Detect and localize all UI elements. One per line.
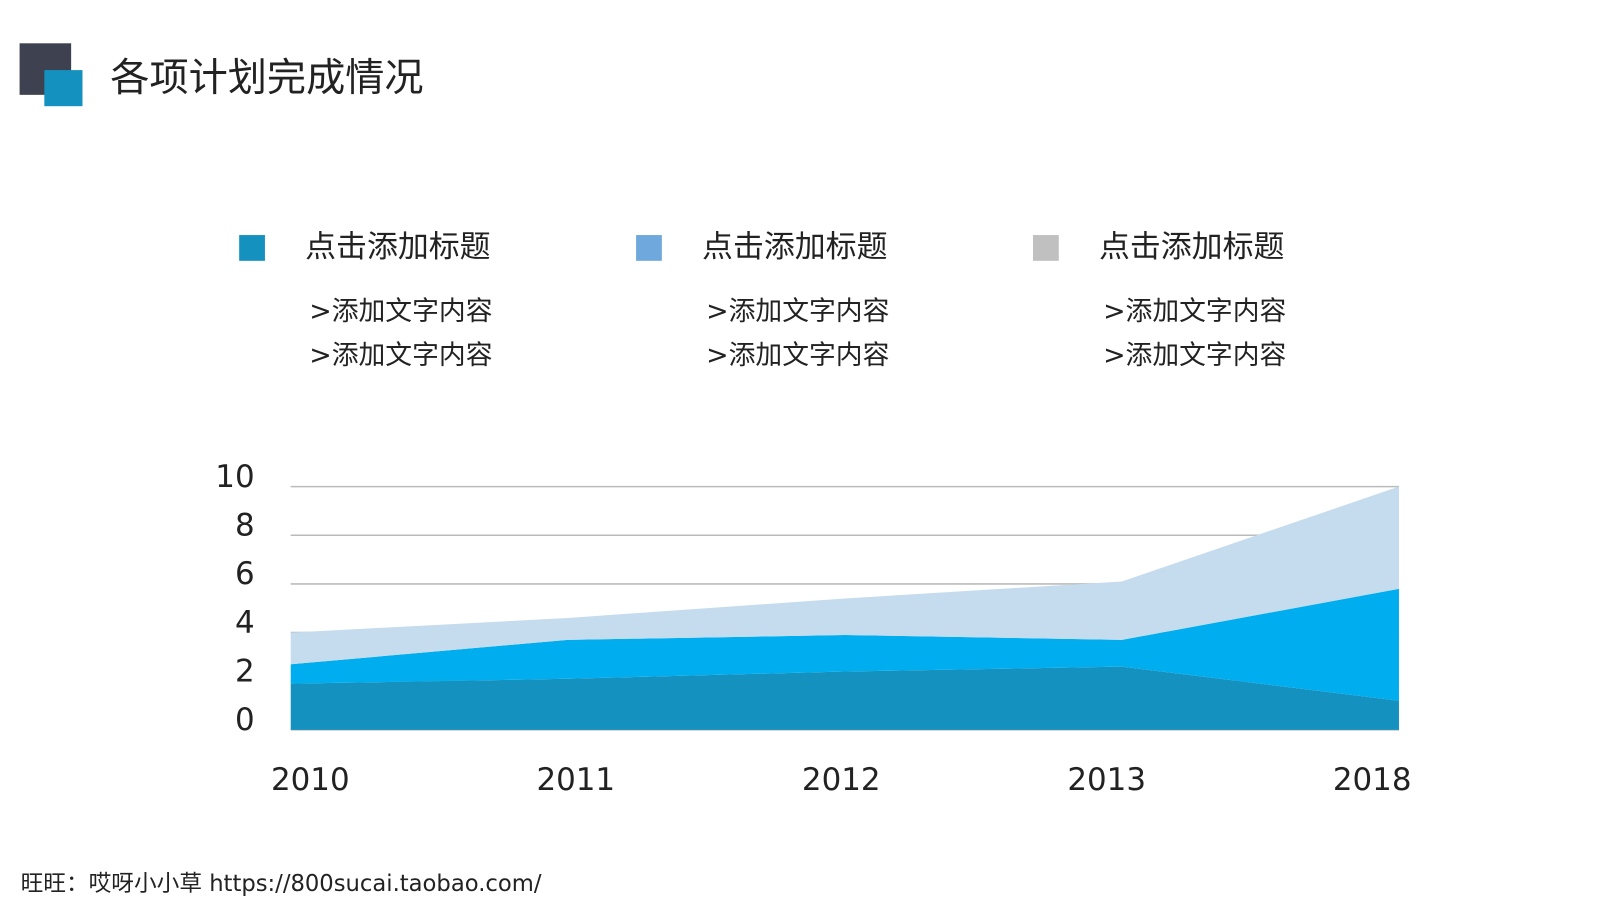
legend-label: 点击添加标题 <box>1099 229 1284 265</box>
footer: 旺旺：哎呀小小草 https://800sucai.taobao.com/ <box>21 871 542 897</box>
slide-title: 各项计划完成情况 <box>110 56 423 101</box>
legend-item: >添加文字内容 <box>309 340 492 371</box>
legend-item: >添加文字内容 <box>309 296 492 327</box>
area <box>290 666 1399 730</box>
x-tick-label: 2018 <box>1333 762 1412 798</box>
area <box>290 588 1399 701</box>
chart: 点击添加标题 >添加文字内容 >添加文字内容 点击添加标题 >添加文字内容 >添加文字内容… <box>215 229 1411 798</box>
area <box>290 486 1399 665</box>
legend-item: >添加文字内容 <box>1103 340 1286 371</box>
y-tick-label: 10 <box>215 459 254 495</box>
y-tick-label: 6 <box>235 556 255 592</box>
x-tick-label: 2012 <box>802 762 881 798</box>
legend-marker <box>239 235 265 261</box>
deco-square <box>44 70 83 107</box>
x-tick-label: 2011 <box>536 762 615 798</box>
legend-marker <box>1032 235 1059 261</box>
legend-item: >添加文字内容 <box>706 296 889 327</box>
x-tick-label: 2013 <box>1067 762 1146 798</box>
legend-label: 点击添加标题 <box>305 229 490 265</box>
y-tick-label: 4 <box>235 605 255 641</box>
y-tick-label: 8 <box>235 508 255 544</box>
legend-label: 点击添加标题 <box>702 229 887 265</box>
legend-item: >添加文字内容 <box>1103 296 1286 327</box>
x-tick-label: 2010 <box>271 762 350 798</box>
y-tick-label: 0 <box>235 702 255 738</box>
y-tick-label: 2 <box>235 653 255 689</box>
legend-item: >添加文字内容 <box>706 340 889 371</box>
legend-marker <box>636 235 662 261</box>
